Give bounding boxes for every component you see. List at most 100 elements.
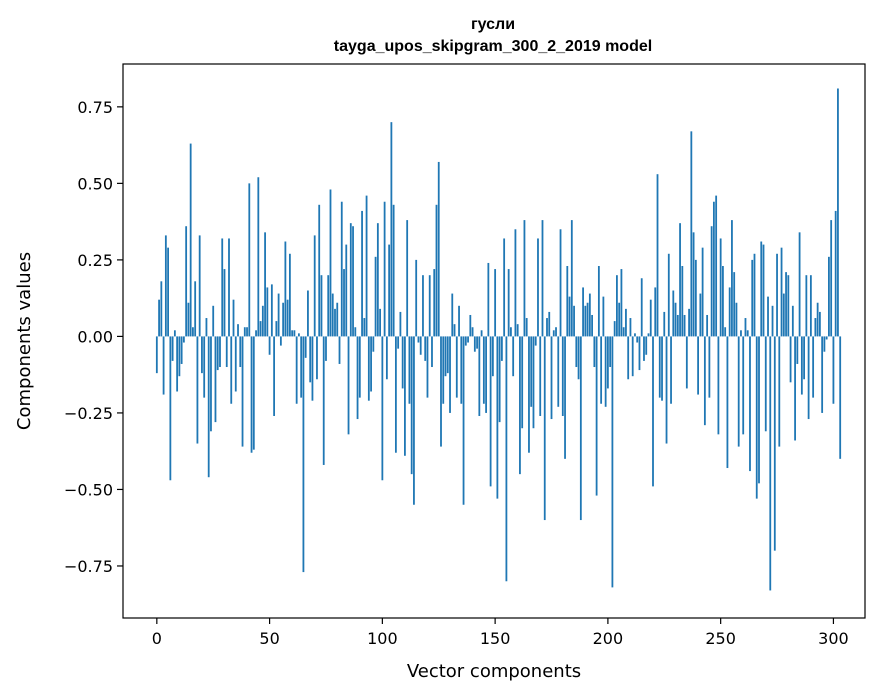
x-tick-label: 200 xyxy=(593,629,624,648)
bar xyxy=(176,336,179,392)
bar xyxy=(194,281,197,337)
bar xyxy=(336,302,339,337)
bar xyxy=(613,321,616,337)
bar xyxy=(345,244,348,337)
bar xyxy=(180,336,183,364)
bar xyxy=(273,336,275,416)
bar xyxy=(266,287,269,337)
y-tick-label: −0.25 xyxy=(64,404,113,423)
bar xyxy=(717,336,720,435)
bar xyxy=(652,336,654,487)
bar xyxy=(482,336,485,404)
bar xyxy=(791,305,794,337)
bar xyxy=(173,330,176,337)
bar xyxy=(832,336,835,404)
bar xyxy=(467,336,469,343)
bar xyxy=(778,336,781,447)
bar xyxy=(731,220,733,337)
y-tick-label: −0.75 xyxy=(64,557,113,576)
bar xyxy=(451,293,454,337)
bar xyxy=(818,311,821,337)
bar xyxy=(228,238,230,337)
bar xyxy=(322,336,325,465)
x-tick-label: 250 xyxy=(705,629,736,648)
bar xyxy=(361,210,363,337)
x-tick-label: 0 xyxy=(152,629,162,648)
bar xyxy=(279,336,282,346)
plot-frame xyxy=(122,63,866,619)
bar xyxy=(406,220,409,337)
bar xyxy=(525,318,528,337)
bar xyxy=(480,330,483,337)
bar xyxy=(722,266,724,337)
bar xyxy=(437,161,440,337)
bar xyxy=(724,327,727,337)
bar xyxy=(401,336,404,389)
bar xyxy=(358,336,361,398)
bar xyxy=(338,336,341,364)
bar xyxy=(433,269,436,337)
bar xyxy=(636,336,639,343)
bar xyxy=(444,336,447,377)
bar xyxy=(440,336,442,447)
bar xyxy=(167,247,169,337)
bar xyxy=(733,272,736,337)
bar xyxy=(498,336,501,423)
bar xyxy=(550,336,553,420)
bar xyxy=(471,327,474,337)
bar xyxy=(735,302,738,337)
bar xyxy=(192,327,194,337)
bar xyxy=(773,336,776,551)
bar xyxy=(250,336,253,453)
bar xyxy=(196,336,199,444)
chart-subtitle: tayga_upos_skipgram_300_2_2019 model xyxy=(334,38,652,55)
bar xyxy=(825,336,828,340)
bar xyxy=(415,259,418,337)
bar xyxy=(284,241,287,337)
bar xyxy=(726,336,729,469)
bar xyxy=(649,299,652,337)
bar xyxy=(442,336,445,404)
bar xyxy=(394,336,397,453)
bar xyxy=(275,321,278,337)
bar xyxy=(363,318,366,337)
bar xyxy=(794,336,796,441)
bar xyxy=(397,336,400,349)
bar xyxy=(295,336,298,404)
bar xyxy=(309,336,312,383)
bar xyxy=(681,266,684,337)
bar xyxy=(500,336,503,361)
bar xyxy=(288,253,291,337)
bar xyxy=(374,256,377,337)
bar xyxy=(796,336,799,364)
bar xyxy=(376,223,379,337)
bar xyxy=(230,336,233,404)
bar xyxy=(219,336,221,368)
bar xyxy=(221,238,224,337)
bar xyxy=(577,336,580,380)
bar xyxy=(446,336,449,374)
bar xyxy=(814,318,817,337)
bar xyxy=(634,333,636,337)
bar xyxy=(767,296,769,337)
bar xyxy=(557,336,560,407)
bar xyxy=(683,314,686,337)
bar xyxy=(530,336,533,407)
bar xyxy=(212,305,215,337)
bar xyxy=(816,302,819,337)
bar xyxy=(719,238,722,337)
bar xyxy=(543,336,546,521)
bar xyxy=(435,204,438,337)
bar xyxy=(248,183,251,337)
bar xyxy=(798,232,801,337)
bar xyxy=(595,336,598,496)
bar xyxy=(216,336,219,371)
bar xyxy=(372,336,375,352)
bar xyxy=(685,336,688,389)
y-axis-ticks: 0.75 0.50 0.25 0.00 −0.25 −0.50 −0.75 xyxy=(64,98,123,576)
bar xyxy=(291,330,294,337)
bar xyxy=(300,336,303,398)
bar xyxy=(758,336,760,484)
bar xyxy=(694,259,697,337)
bar xyxy=(293,330,296,337)
